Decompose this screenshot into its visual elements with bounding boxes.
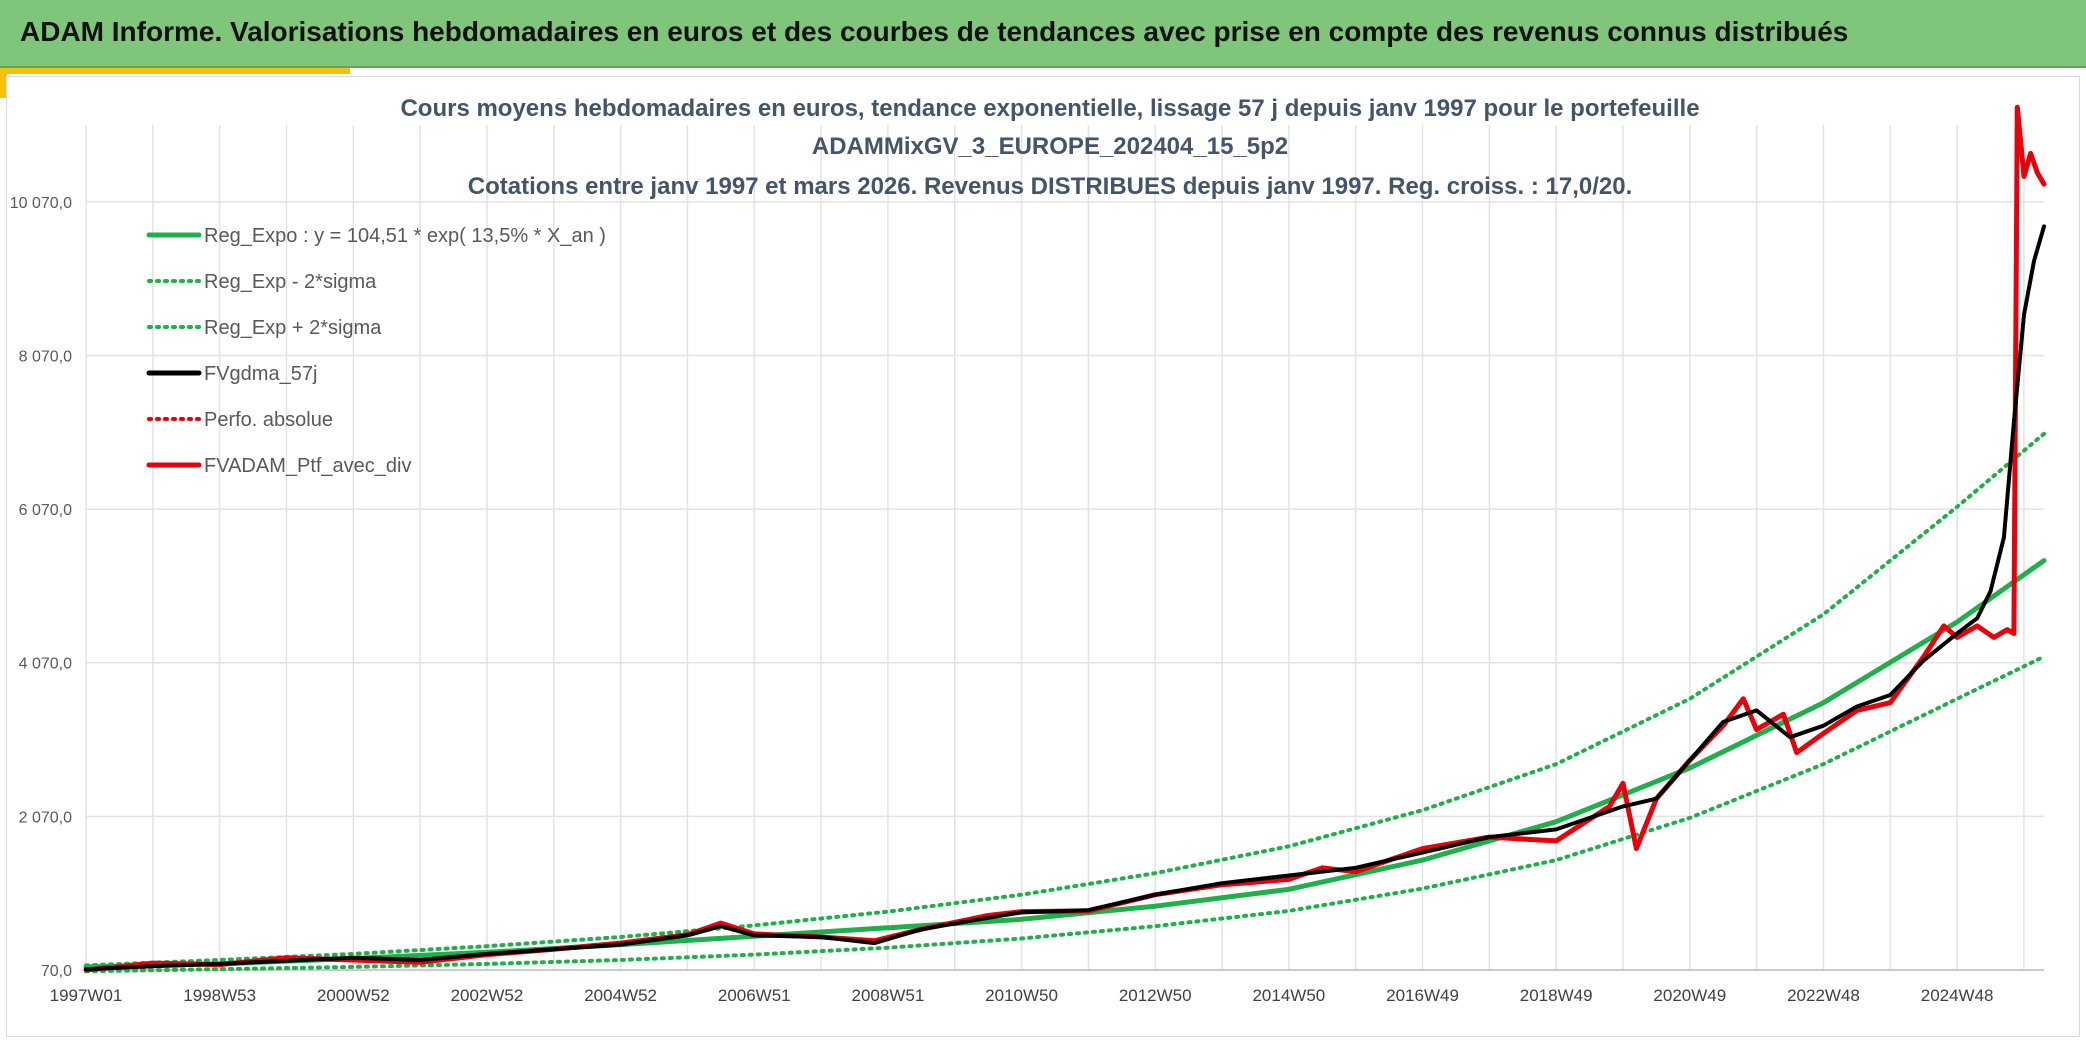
x-tick-label: 2002W52 [451, 986, 524, 1005]
y-tick-label: 6 070,0 [19, 502, 72, 519]
series-line-reg-expo [83, 558, 2047, 970]
chart-title-line-1: Cours moyens hebdomadaires en euros, ten… [400, 95, 1699, 122]
gridlines [85, 125, 2044, 971]
legend-label: FVADAM_Ptf_avec_div [204, 455, 412, 477]
legend-label: Reg_Exp - 2*sigma [204, 271, 377, 293]
x-tick-label: 2022W48 [1787, 986, 1860, 1005]
page-title: ADAM Informe. Valorisations hebdomadaire… [20, 16, 1849, 47]
x-tick-label: 2008W51 [852, 986, 925, 1005]
series-line-reg-exp-2-sigma [84, 431, 2046, 968]
chart-title-line-3: Cotations entre janv 1997 et mars 2026. … [468, 173, 1633, 200]
x-tick-label: 2000W52 [317, 986, 390, 1005]
x-tick-label: 1998W53 [183, 986, 256, 1005]
x-tick-label: 2024W48 [1921, 986, 1994, 1005]
accent-left-bar [0, 68, 7, 98]
y-tick-label: 70,0 [41, 963, 72, 980]
accent-bar [0, 68, 350, 74]
series-group [83, 104, 2047, 974]
series-line-reg-exp-2-sigma [84, 654, 2046, 974]
x-tick-label: 2012W50 [1119, 986, 1192, 1005]
legend-label: Reg_Expo : y = 104,51 * exp( 13,5% * X_a… [204, 225, 606, 247]
legend-label: Perfo. absolue [204, 409, 333, 431]
x-tick-label: 2018W49 [1520, 986, 1593, 1005]
x-tick-label: 2014W50 [1252, 986, 1325, 1005]
y-tick-label: 8 070,0 [19, 348, 72, 365]
chart-frame [6, 76, 2080, 1037]
chart-title-line-2: ADAMMixGV_3_EUROPE_202404_15_5p2 [812, 133, 1288, 160]
x-tick-label: 2006W51 [718, 986, 791, 1005]
x-tick-label: 2016W49 [1386, 986, 1459, 1005]
y-axis: 70,0 2 070,0 4 070,0 6 070,0 8 070,0 10 070,0 [10, 195, 72, 980]
legend-label: Reg_Exp + 2*sigma [204, 317, 382, 339]
series-line-fvgdma-57j [84, 224, 2046, 972]
x-tick-label: 2004W52 [584, 986, 657, 1005]
legend-label: FVgdma_57j [204, 363, 317, 385]
chart-title: Cours moyens hebdomadaires en euros, ten… [400, 95, 1699, 200]
x-axis: 1997W01 1998W53 2000W52 2002W52 2004W52 2006W… [50, 986, 1994, 1005]
x-tick-label: 2020W49 [1653, 986, 1726, 1005]
legend: Reg_Expo : y = 104,51 * exp( 13,5% * X_a… [146, 225, 606, 477]
y-tick-label: 10 070,0 [10, 195, 72, 212]
y-tick-label: 4 070,0 [19, 656, 72, 673]
y-tick-label: 2 070,0 [19, 809, 72, 826]
x-tick-label: 1997W01 [50, 986, 123, 1005]
header-banner: ADAM Informe. Valorisations hebdomadaire… [0, 0, 2086, 68]
x-tick-label: 2010W50 [985, 986, 1058, 1005]
